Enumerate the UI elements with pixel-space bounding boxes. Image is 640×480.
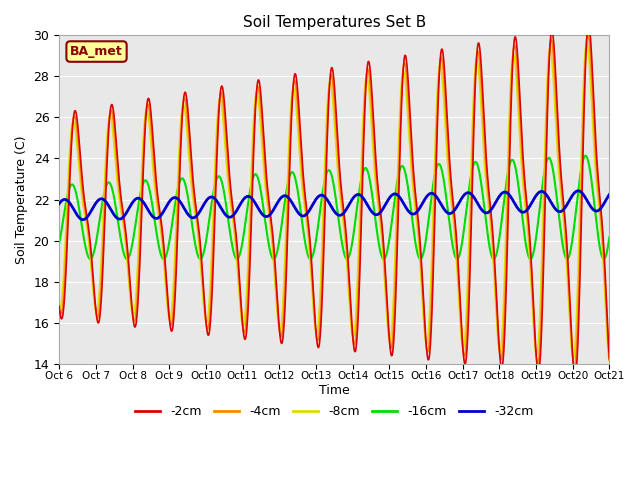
-32cm bbox=[605, 192, 613, 197]
-8cm bbox=[540, 176, 548, 181]
-32cm bbox=[178, 202, 186, 207]
-2cm bbox=[492, 272, 499, 277]
Text: BA_met: BA_met bbox=[70, 45, 123, 58]
X-axis label: Time: Time bbox=[319, 384, 349, 397]
-16cm bbox=[178, 176, 186, 181]
Y-axis label: Soil Temperature (C): Soil Temperature (C) bbox=[15, 135, 28, 264]
-32cm bbox=[55, 201, 63, 207]
-4cm bbox=[571, 364, 579, 370]
Title: Soil Temperatures Set B: Soil Temperatures Set B bbox=[243, 15, 426, 30]
-16cm bbox=[380, 256, 388, 262]
-4cm bbox=[540, 217, 548, 223]
-16cm bbox=[540, 169, 548, 175]
-32cm bbox=[492, 199, 500, 205]
Line: -8cm: -8cm bbox=[59, 42, 609, 361]
-8cm bbox=[583, 39, 591, 45]
-2cm bbox=[420, 297, 428, 302]
-4cm bbox=[605, 358, 613, 363]
Line: -4cm: -4cm bbox=[59, 34, 609, 367]
-8cm bbox=[164, 310, 172, 315]
-4cm bbox=[420, 305, 428, 311]
-2cm bbox=[55, 303, 63, 309]
-16cm bbox=[582, 153, 589, 158]
-8cm bbox=[178, 110, 186, 116]
-2cm bbox=[605, 356, 613, 361]
-4cm bbox=[492, 282, 499, 288]
Line: -16cm: -16cm bbox=[59, 156, 609, 259]
-4cm bbox=[164, 305, 172, 311]
-16cm bbox=[55, 241, 63, 247]
-32cm bbox=[239, 197, 247, 203]
-8cm bbox=[420, 317, 428, 323]
-2cm bbox=[571, 373, 579, 379]
-16cm bbox=[239, 236, 247, 241]
-8cm bbox=[605, 358, 613, 364]
-2cm bbox=[164, 301, 172, 307]
-2cm bbox=[178, 128, 186, 133]
-32cm bbox=[164, 200, 172, 206]
-4cm bbox=[584, 31, 592, 36]
-4cm bbox=[178, 119, 186, 125]
-2cm bbox=[540, 248, 548, 253]
-32cm bbox=[575, 188, 582, 194]
-16cm bbox=[605, 235, 613, 240]
-16cm bbox=[420, 248, 428, 254]
-2cm bbox=[585, 22, 593, 27]
-8cm bbox=[492, 297, 499, 303]
-16cm bbox=[164, 245, 172, 251]
Line: -32cm: -32cm bbox=[59, 191, 609, 220]
-8cm bbox=[239, 324, 247, 329]
-32cm bbox=[420, 198, 428, 204]
-32cm bbox=[540, 190, 548, 195]
-4cm bbox=[239, 326, 247, 332]
Legend: -2cm, -4cm, -8cm, -16cm, -32cm: -2cm, -4cm, -8cm, -16cm, -32cm bbox=[130, 400, 538, 423]
-4cm bbox=[55, 305, 63, 311]
Line: -2cm: -2cm bbox=[59, 24, 609, 376]
-2cm bbox=[239, 326, 247, 332]
-16cm bbox=[492, 253, 500, 259]
-8cm bbox=[55, 305, 63, 311]
-32cm bbox=[79, 217, 86, 223]
